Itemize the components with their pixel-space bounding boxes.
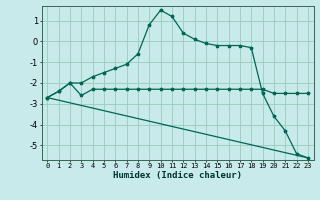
X-axis label: Humidex (Indice chaleur): Humidex (Indice chaleur) [113, 171, 242, 180]
